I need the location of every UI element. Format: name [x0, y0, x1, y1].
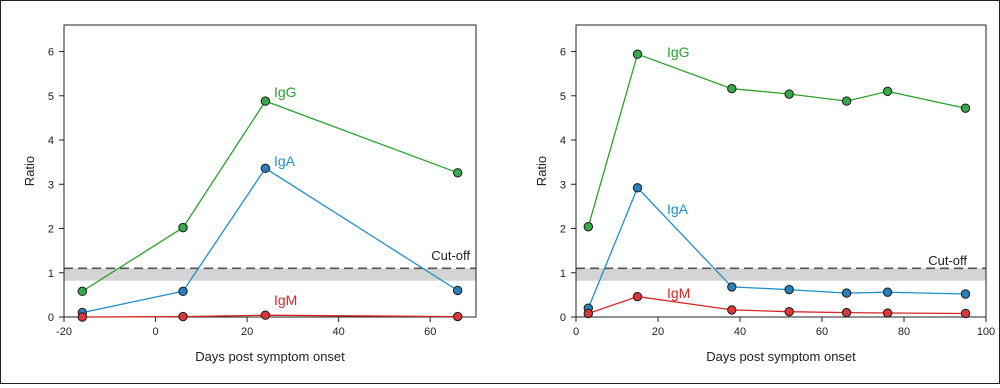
y-tick-label: 5	[560, 91, 566, 103]
series-label-igm: IgM	[274, 292, 297, 308]
plot-area	[63, 24, 477, 318]
x-tick-label: 20	[241, 326, 253, 338]
data-point-iga	[960, 289, 971, 299]
x-tick-label: 60	[424, 326, 436, 338]
data-point-igg	[452, 168, 463, 178]
x-tick-label: 0	[152, 326, 158, 338]
data-point-iga	[260, 163, 271, 174]
series-line-iga	[587, 186, 966, 309]
y-axis-label: Ratio	[22, 156, 37, 186]
x-tick-label: 0	[573, 326, 579, 338]
data-point-igm	[841, 307, 852, 318]
data-point-igm	[632, 291, 643, 302]
y-tick-label: 6	[560, 47, 566, 59]
data-point-iga	[727, 282, 737, 292]
data-point-igm	[727, 305, 737, 315]
data-point-igm	[178, 311, 188, 322]
series-line-igm	[82, 314, 458, 318]
data-point-igg	[727, 84, 737, 94]
y-tick-label: 5	[48, 91, 54, 103]
series-label-igm: IgM	[667, 285, 690, 301]
y-tick-label: 3	[48, 179, 54, 191]
x-tick-label: 100	[977, 326, 995, 338]
y-axis-label: Ratio	[534, 156, 549, 186]
plot-area	[575, 24, 987, 318]
data-point-igg	[960, 103, 971, 113]
data-point-igg	[77, 286, 88, 297]
data-point-igg	[583, 222, 593, 232]
cutoff-label: Cut-off	[431, 248, 470, 263]
data-point-igg	[178, 222, 188, 233]
data-point-iga	[841, 288, 852, 298]
y-tick-label: 0	[48, 312, 54, 324]
x-axis-label: Days post symptom onset	[195, 349, 345, 364]
series-line-igg	[587, 53, 966, 227]
x-tick-label: 40	[333, 326, 345, 338]
data-point-igm	[784, 306, 794, 317]
y-tick-label: 4	[560, 135, 566, 147]
series-line-iga	[82, 167, 459, 314]
y-tick-label: 2	[560, 224, 566, 236]
cutoff-label: Cut-off	[928, 253, 967, 268]
x-axis-label: Days post symptom onset	[706, 349, 856, 364]
data-point-igm	[77, 312, 88, 322]
series-label-igg: IgG	[274, 84, 297, 100]
x-tick-label: 80	[898, 326, 910, 338]
data-point-igg	[841, 96, 852, 106]
data-point-iga	[178, 286, 188, 297]
data-point-iga	[784, 284, 794, 295]
data-point-igm	[452, 311, 463, 322]
data-point-igm	[260, 310, 271, 320]
data-point-igg	[632, 49, 643, 59]
data-point-iga	[452, 285, 463, 296]
x-tick-label: -20	[56, 326, 72, 338]
x-tick-label: 40	[734, 326, 746, 338]
y-tick-label: 0	[560, 312, 566, 324]
y-tick-label: 1	[560, 268, 566, 280]
data-point-igg	[260, 96, 271, 106]
cutoff-band	[64, 268, 476, 281]
data-point-igm	[583, 308, 593, 319]
data-point-igm	[960, 308, 971, 319]
data-point-igg	[784, 89, 794, 99]
series-line-igm	[588, 295, 966, 315]
y-tick-label: 1	[48, 268, 54, 280]
data-point-igg	[882, 86, 893, 97]
y-tick-label: 4	[48, 135, 54, 147]
cutoff-band	[576, 268, 986, 281]
data-point-iga	[632, 183, 643, 193]
series-line-igg	[81, 100, 458, 292]
y-tick-label: 2	[48, 224, 54, 236]
y-tick-label: 3	[560, 179, 566, 191]
data-point-igm	[882, 308, 893, 318]
data-point-iga	[882, 287, 893, 297]
x-tick-label: 60	[816, 326, 828, 338]
series-label-iga: IgA	[274, 153, 296, 169]
series-label-igg: IgG	[667, 44, 690, 60]
y-tick-label: 6	[48, 47, 54, 59]
x-tick-label: 20	[652, 326, 664, 338]
series-label-iga: IgA	[667, 201, 689, 217]
